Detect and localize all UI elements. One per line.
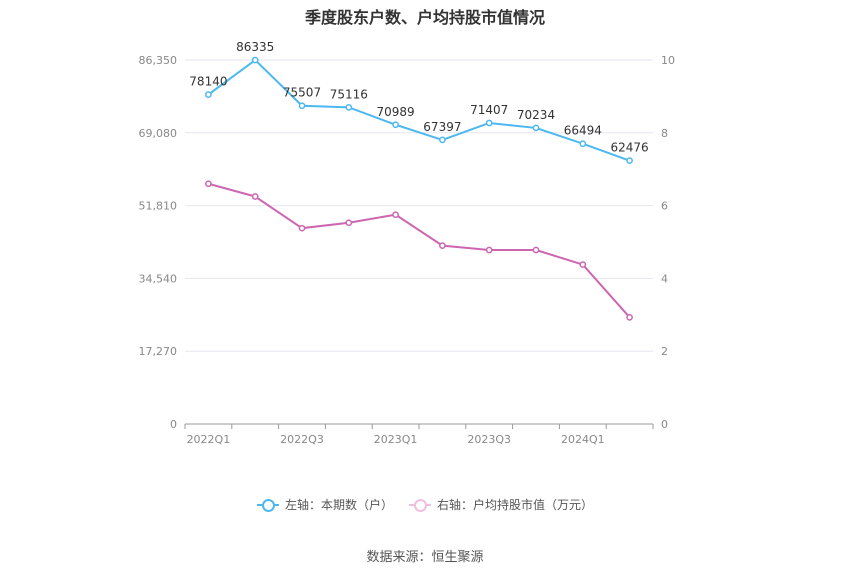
data-point-households xyxy=(485,119,493,127)
y-left-tick-label: 86,350 xyxy=(139,54,178,67)
y-right-tick-label: 2 xyxy=(661,345,668,358)
data-point-households xyxy=(392,121,399,129)
data-label: 86335 xyxy=(236,40,274,54)
data-point-households xyxy=(532,124,540,132)
data-point-avg-value xyxy=(579,261,587,268)
legend-label-avg-value: 右轴：户均持股市值（万元） xyxy=(437,498,594,512)
data-point-avg-value xyxy=(485,246,493,254)
data-point-avg-value xyxy=(251,193,259,200)
data-point-households xyxy=(251,56,259,64)
data-label: 66494 xyxy=(564,124,602,138)
data-label: 62476 xyxy=(611,141,649,155)
data-point-households xyxy=(298,102,306,110)
data-point-avg-value xyxy=(626,313,633,321)
legend-swatch-avg-value xyxy=(409,498,431,512)
data-label: 75116 xyxy=(330,87,368,101)
data-point-households xyxy=(626,157,633,164)
data-label: 70989 xyxy=(377,105,415,119)
data-point-households xyxy=(439,136,446,144)
legend: 左轴：本期数（户） 右轴：户均持股市值（万元） xyxy=(0,496,850,513)
y-left-tick-label: 17,270 xyxy=(139,345,178,358)
y-right-tick-label: 8 xyxy=(661,127,668,140)
data-source: 数据来源：恒生聚源 xyxy=(366,550,484,565)
data-label: 78140 xyxy=(189,75,227,89)
y-right-tick-label: 4 xyxy=(661,272,668,285)
y-right-tick-label: 10 xyxy=(661,54,675,67)
x-tick-label: 2024Q1 xyxy=(561,433,605,446)
legend-swatch-households xyxy=(256,498,279,512)
series-line-households xyxy=(207,58,630,162)
x-tick-label: 2023Q3 xyxy=(467,433,511,446)
data-point-avg-value xyxy=(392,211,399,219)
data-point-avg-value xyxy=(298,224,306,232)
y-left-tick-label: 0 xyxy=(170,418,177,431)
data-label: 67397 xyxy=(423,120,461,134)
chart-title: 季度股东户数、户均持股市值情况 xyxy=(304,8,545,27)
data-point-households xyxy=(205,91,212,98)
y-left-tick-label: 34,540 xyxy=(139,272,178,285)
data-label: 71407 xyxy=(470,103,508,117)
legend-label-households: 左轴：本期数（户） xyxy=(284,498,393,512)
data-point-avg-value xyxy=(345,219,353,227)
data-point-avg-value xyxy=(205,180,212,188)
legend-item-avg-value[interactable]: 右轴：户均持股市值（万元） xyxy=(409,496,593,513)
legend-item-households[interactable]: 左轴：本期数（户） xyxy=(256,496,393,513)
y-right-tick-label: 0 xyxy=(661,418,668,431)
data-label: 75507 xyxy=(283,86,321,100)
y-left-tick-label: 69,080 xyxy=(139,127,178,140)
data-point-households xyxy=(345,104,353,111)
x-tick-label: 2022Q3 xyxy=(280,433,324,446)
x-tick-label: 2023Q1 xyxy=(374,433,418,446)
data-point-avg-value xyxy=(439,242,446,249)
data-label: 70234 xyxy=(517,108,555,122)
series-line-avg-value xyxy=(208,182,631,319)
y-right-tick-label: 6 xyxy=(661,200,668,213)
data-point-households xyxy=(579,140,587,148)
y-left-tick-label: 51,810 xyxy=(139,200,178,213)
x-tick-label: 2022Q1 xyxy=(187,433,231,446)
data-point-avg-value xyxy=(532,246,540,254)
